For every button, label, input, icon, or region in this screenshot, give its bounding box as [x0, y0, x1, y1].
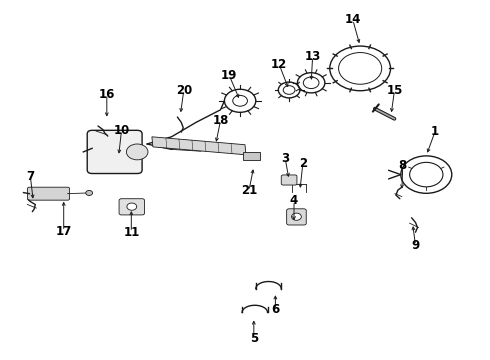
FancyBboxPatch shape	[281, 175, 297, 185]
Circle shape	[86, 190, 93, 195]
Bar	[243, 152, 260, 160]
Circle shape	[127, 203, 137, 210]
Text: 13: 13	[304, 50, 321, 63]
Text: 15: 15	[386, 84, 403, 97]
Text: 3: 3	[281, 152, 289, 165]
Text: 1: 1	[431, 125, 439, 138]
Text: 7: 7	[26, 170, 34, 183]
Text: 18: 18	[212, 114, 229, 127]
Text: 16: 16	[98, 88, 115, 101]
Text: 14: 14	[344, 13, 361, 26]
Text: 4: 4	[290, 194, 298, 207]
Text: 12: 12	[271, 58, 288, 71]
Circle shape	[292, 213, 301, 220]
Text: 19: 19	[221, 69, 238, 82]
Text: 17: 17	[55, 225, 72, 238]
FancyBboxPatch shape	[287, 209, 306, 225]
Text: 2: 2	[299, 157, 307, 170]
Text: 8: 8	[399, 159, 407, 172]
Text: 9: 9	[412, 239, 419, 252]
FancyBboxPatch shape	[87, 130, 142, 174]
Text: 20: 20	[175, 84, 192, 97]
Text: 10: 10	[113, 124, 130, 137]
Circle shape	[126, 144, 148, 160]
FancyBboxPatch shape	[119, 199, 145, 215]
FancyBboxPatch shape	[27, 187, 70, 200]
Text: 11: 11	[123, 226, 140, 239]
Text: 21: 21	[241, 184, 257, 197]
Polygon shape	[152, 137, 246, 155]
Text: 5: 5	[250, 332, 258, 345]
Text: 6: 6	[271, 303, 279, 316]
